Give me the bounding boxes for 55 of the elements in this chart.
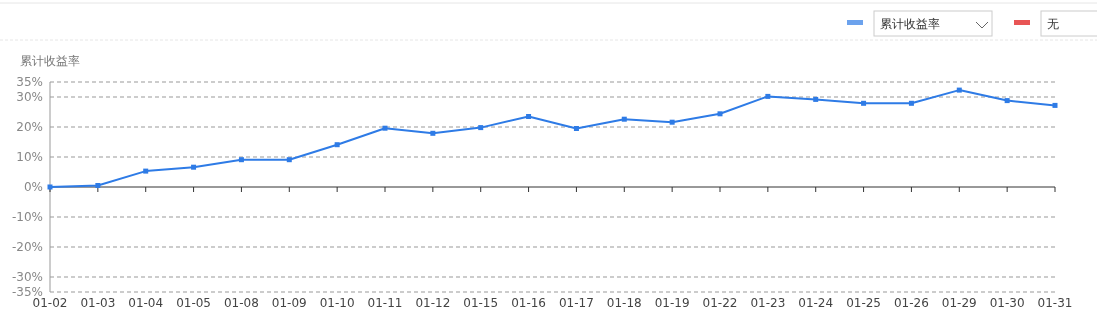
y-tick-label: -10%: [11, 210, 43, 224]
point: [238, 157, 244, 163]
y-tick-label: 35%: [16, 75, 43, 89]
x-tick-label: 01-17: [558, 296, 594, 310]
x-tick-label: 01-25: [846, 296, 882, 310]
point: [382, 125, 388, 131]
x-tick-label: 01-31: [1037, 296, 1073, 310]
legend-label: 无: [1047, 17, 1059, 31]
y-tick-label: 0%: [23, 180, 43, 194]
y-tick-label: 30%: [16, 90, 43, 104]
point: [861, 100, 867, 106]
x-tick-label: 01-19: [654, 296, 690, 310]
y-tick-label: -20%: [11, 240, 43, 254]
point: [621, 116, 627, 122]
x-tick-label: 01-18: [606, 296, 642, 310]
x-tick-label: 01-16: [511, 296, 547, 310]
x-tick-label: 01-24: [798, 296, 834, 310]
y-axis-title: 累计收益率: [20, 54, 80, 68]
x-tick-label: 01-09: [271, 296, 307, 310]
point: [95, 183, 101, 188]
x-tick-label: 01-26: [893, 296, 929, 310]
point: [430, 130, 436, 136]
point: [286, 157, 292, 163]
point: [813, 96, 819, 102]
point: [1004, 98, 1010, 104]
x-tick-label: 01-30: [989, 296, 1025, 310]
point: [191, 164, 197, 170]
x-tick-label: 01-22: [702, 296, 738, 310]
legend-label: 累计收益率: [880, 17, 940, 31]
y-tick-label: 10%: [16, 150, 43, 164]
x-tick-label: 01-12: [415, 296, 451, 310]
x-tick-label: 01-04: [128, 296, 164, 310]
point: [143, 168, 149, 174]
x-tick-label: 01-15: [463, 296, 499, 310]
x-tick-label: 01-02: [32, 296, 68, 310]
x-tick-label: 01-10: [319, 296, 355, 310]
x-tick-label: 01-23: [750, 296, 786, 310]
point: [334, 142, 340, 148]
point: [908, 100, 914, 106]
point: [478, 125, 484, 131]
y-tick-label: -30%: [11, 270, 43, 284]
y-tick-label: -35%: [11, 285, 43, 299]
point: [1052, 102, 1058, 108]
point: [956, 87, 962, 93]
x-tick-label: 01-03: [80, 296, 116, 310]
x-tick-label: 01-08: [223, 296, 259, 310]
x-tick-label: 01-29: [941, 296, 977, 310]
x-tick-label: 01-11: [367, 296, 403, 310]
point: [526, 114, 532, 119]
x-tick-label: 01-05: [176, 296, 212, 310]
point: [717, 111, 723, 117]
y-tick-label: 20%: [16, 120, 43, 134]
point: [669, 119, 675, 125]
point: [573, 126, 579, 131]
point: [765, 93, 771, 99]
